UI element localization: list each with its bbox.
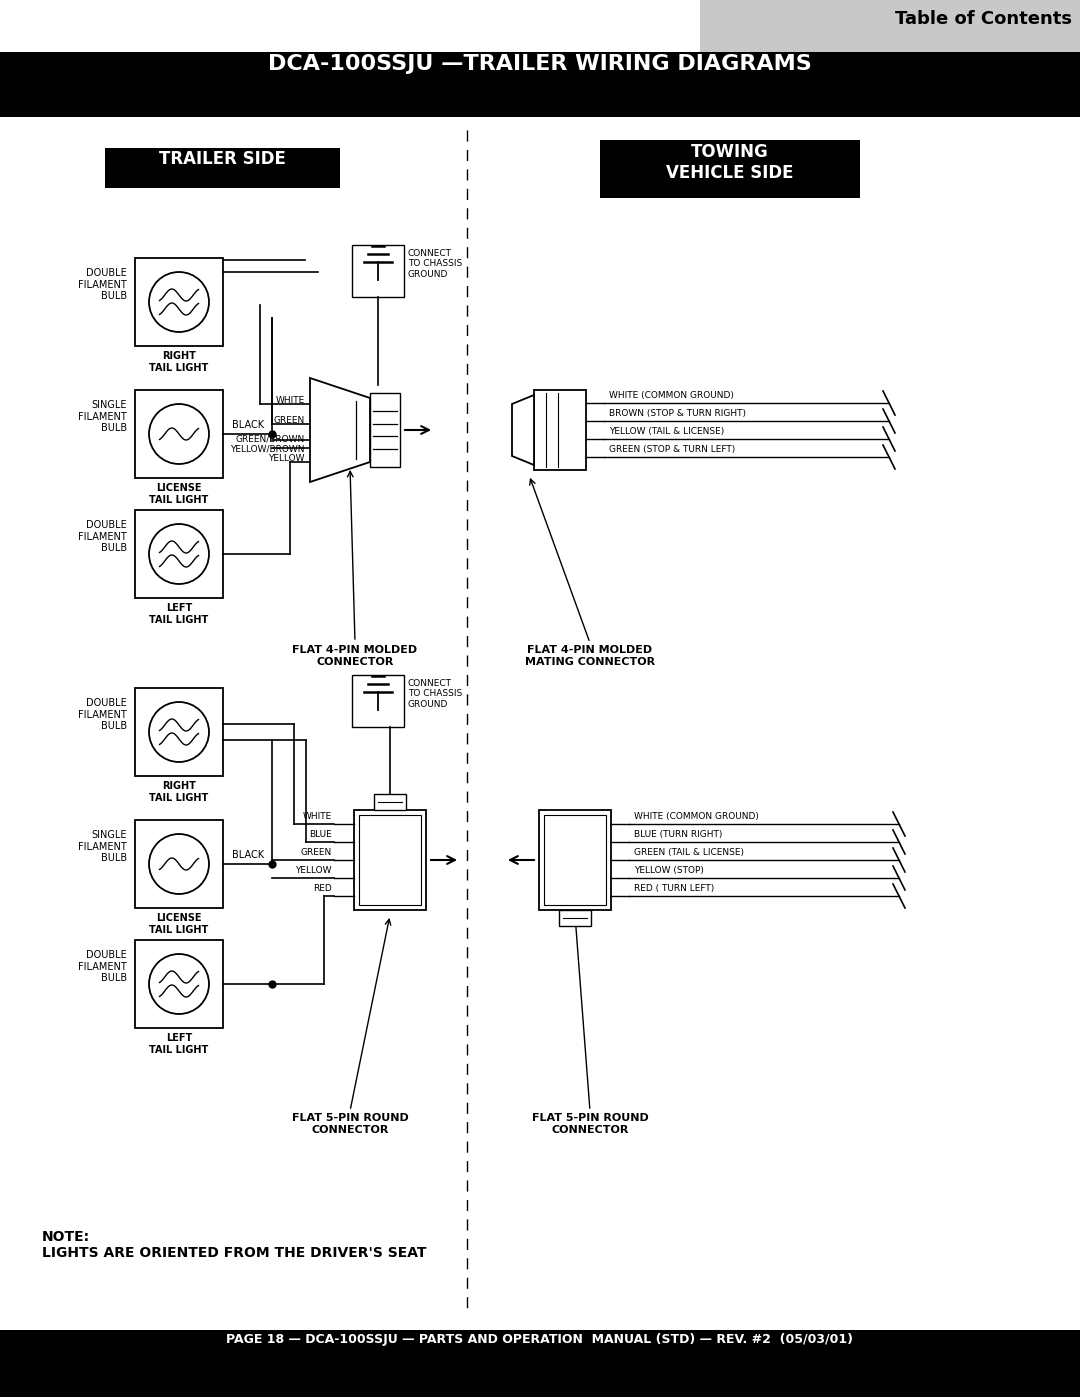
Text: BROWN (STOP & TURN RIGHT): BROWN (STOP & TURN RIGHT) xyxy=(609,409,746,418)
Circle shape xyxy=(149,954,210,1014)
Text: YELLOW (STOP): YELLOW (STOP) xyxy=(634,866,704,875)
Circle shape xyxy=(149,834,210,894)
Text: DOUBLE
FILAMENT
BULB: DOUBLE FILAMENT BULB xyxy=(78,268,127,302)
Text: LICENSE
TAIL LIGHT: LICENSE TAIL LIGHT xyxy=(149,914,208,935)
Text: WHITE (COMMON GROUND): WHITE (COMMON GROUND) xyxy=(634,812,759,821)
Bar xyxy=(352,675,404,726)
Text: RED: RED xyxy=(313,884,332,893)
Text: BLUE: BLUE xyxy=(309,830,332,840)
Text: BLUE (TURN RIGHT): BLUE (TURN RIGHT) xyxy=(634,830,723,840)
Text: SINGLE
FILAMENT
BULB: SINGLE FILAMENT BULB xyxy=(78,830,127,863)
Text: SINGLE
FILAMENT
BULB: SINGLE FILAMENT BULB xyxy=(78,400,127,433)
Text: GREEN: GREEN xyxy=(300,848,332,856)
Text: WHITE (COMMON GROUND): WHITE (COMMON GROUND) xyxy=(609,391,734,400)
Text: DOUBLE
FILAMENT
BULB: DOUBLE FILAMENT BULB xyxy=(78,520,127,553)
Bar xyxy=(374,793,406,810)
Text: YELLOW: YELLOW xyxy=(296,866,332,875)
Bar xyxy=(359,814,421,905)
Text: RIGHT
TAIL LIGHT: RIGHT TAIL LIGHT xyxy=(149,781,208,803)
Bar xyxy=(135,687,222,775)
Bar xyxy=(539,810,611,909)
Text: DCA-100SSJU —TRAILER WIRING DIAGRAMS: DCA-100SSJU —TRAILER WIRING DIAGRAMS xyxy=(268,54,812,74)
Text: FLAT 5-PIN ROUND
CONNECTOR: FLAT 5-PIN ROUND CONNECTOR xyxy=(531,1113,648,1134)
Text: FLAT 5-PIN ROUND
CONNECTOR: FLAT 5-PIN ROUND CONNECTOR xyxy=(292,1113,408,1134)
Circle shape xyxy=(149,272,210,332)
Text: GREEN (TAIL & LICENSE): GREEN (TAIL & LICENSE) xyxy=(634,848,744,856)
Text: GREEN (STOP & TURN LEFT): GREEN (STOP & TURN LEFT) xyxy=(609,446,735,454)
Text: YELLOW (TAIL & LICENSE): YELLOW (TAIL & LICENSE) xyxy=(609,427,725,436)
Text: FLAT 4-PIN MOLDED
CONNECTOR: FLAT 4-PIN MOLDED CONNECTOR xyxy=(293,645,418,666)
Text: RIGHT
TAIL LIGHT: RIGHT TAIL LIGHT xyxy=(149,351,208,373)
Bar xyxy=(370,393,400,467)
Bar xyxy=(559,909,591,926)
Polygon shape xyxy=(512,395,534,465)
Polygon shape xyxy=(310,379,370,482)
Bar xyxy=(354,810,426,909)
Text: TOWING
VEHICLE SIDE: TOWING VEHICLE SIDE xyxy=(666,142,794,182)
Text: WHITE: WHITE xyxy=(275,395,305,405)
Bar xyxy=(0,52,1080,117)
Text: TRAILER SIDE: TRAILER SIDE xyxy=(159,149,285,168)
Text: GREEN: GREEN xyxy=(273,416,305,425)
Text: CONNECT
TO CHASSIS
GROUND: CONNECT TO CHASSIS GROUND xyxy=(408,249,462,279)
Text: CONNECT
TO CHASSIS
GROUND: CONNECT TO CHASSIS GROUND xyxy=(408,679,462,708)
Circle shape xyxy=(149,524,210,584)
Circle shape xyxy=(149,404,210,464)
Bar xyxy=(534,390,586,469)
Bar xyxy=(105,148,340,189)
Text: Table of Contents: Table of Contents xyxy=(895,10,1072,28)
Bar xyxy=(0,1330,1080,1397)
Text: PAGE 18 — DCA-100SSJU — PARTS AND OPERATION  MANUAL (STD) — REV. #2  (05/03/01): PAGE 18 — DCA-100SSJU — PARTS AND OPERAT… xyxy=(227,1333,853,1345)
Text: LEFT
TAIL LIGHT: LEFT TAIL LIGHT xyxy=(149,604,208,624)
Text: LEFT
TAIL LIGHT: LEFT TAIL LIGHT xyxy=(149,1032,208,1055)
Text: BLACK: BLACK xyxy=(232,420,265,430)
Circle shape xyxy=(149,703,210,761)
Text: DOUBLE
FILAMENT
BULB: DOUBLE FILAMENT BULB xyxy=(78,950,127,983)
Bar xyxy=(352,244,404,298)
Text: NOTE:
LIGHTS ARE ORIENTED FROM THE DRIVER'S SEAT: NOTE: LIGHTS ARE ORIENTED FROM THE DRIVE… xyxy=(42,1229,427,1260)
Text: GREEN/BROWN
YELLOW/BROWN: GREEN/BROWN YELLOW/BROWN xyxy=(230,434,305,454)
Bar xyxy=(700,0,1080,52)
Bar xyxy=(600,140,860,198)
Text: YELLOW: YELLOW xyxy=(269,454,305,462)
Bar xyxy=(544,814,606,905)
Text: RED ( TURN LEFT): RED ( TURN LEFT) xyxy=(634,884,714,893)
Bar xyxy=(135,940,222,1028)
Bar xyxy=(135,820,222,908)
Text: DOUBLE
FILAMENT
BULB: DOUBLE FILAMENT BULB xyxy=(78,698,127,731)
Bar xyxy=(135,258,222,346)
Text: FLAT 4-PIN MOLDED
MATING CONNECTOR: FLAT 4-PIN MOLDED MATING CONNECTOR xyxy=(525,645,656,666)
Bar xyxy=(135,510,222,598)
Text: LICENSE
TAIL LIGHT: LICENSE TAIL LIGHT xyxy=(149,483,208,504)
Text: WHITE: WHITE xyxy=(302,812,332,821)
Text: BLACK: BLACK xyxy=(232,849,265,861)
Bar xyxy=(135,390,222,478)
